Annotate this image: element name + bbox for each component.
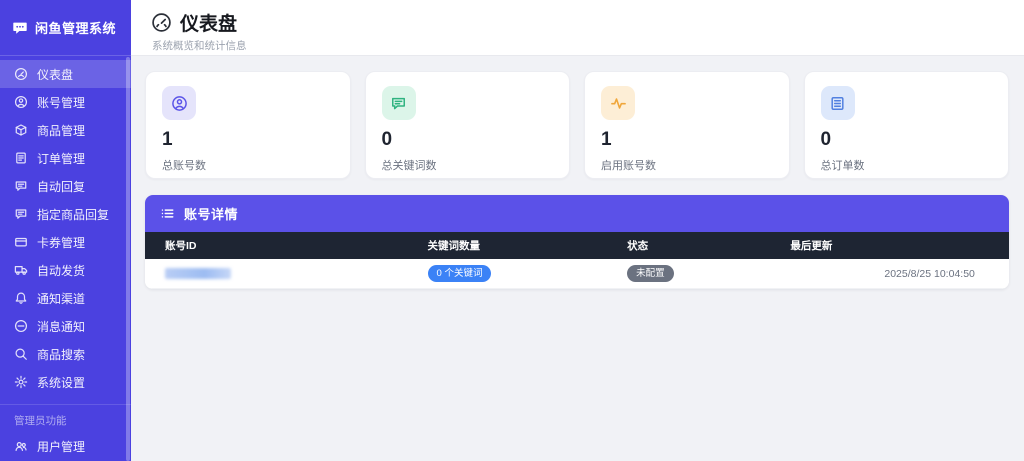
stat-cards: 1 总账号数 0 总关键词数 1 启用账号数 bbox=[145, 71, 1009, 179]
dashboard-gauge-icon bbox=[151, 12, 172, 33]
stat-value: 1 bbox=[601, 129, 612, 150]
sidebar-item-accounts[interactable]: 账号管理 bbox=[0, 88, 131, 116]
stat-card-total-keywords: 0 总关键词数 bbox=[364, 71, 570, 179]
activity-pulse-icon bbox=[601, 86, 635, 120]
user-circle-icon bbox=[162, 86, 196, 120]
card-icon bbox=[14, 235, 28, 249]
column-header-status: 状态 bbox=[627, 240, 649, 252]
page-title: 仪表盘 bbox=[180, 14, 238, 35]
sidebar-item-orders[interactable]: 订单管理 bbox=[0, 144, 131, 172]
list-icon bbox=[160, 206, 175, 221]
sidebar-item-cards[interactable]: 卡券管理 bbox=[0, 228, 131, 256]
sidebar-scrollbar[interactable] bbox=[126, 57, 130, 461]
column-header-keyword-count: 关键词数量 bbox=[427, 240, 481, 252]
last-updated-cell: 2025/8/25 10:04:50 bbox=[884, 267, 975, 280]
sidebar-item-auto-reply[interactable]: 自动回复 bbox=[0, 172, 131, 200]
sidebar-item-dashboard[interactable]: 仪表盘 bbox=[0, 60, 131, 88]
user-circle-icon bbox=[14, 95, 28, 109]
sidebar: 闲鱼管理系统 仪表盘 账号管理 商品管理 订单管理 自动回复 指定商品回复 bbox=[0, 0, 131, 461]
document-icon bbox=[14, 151, 28, 165]
stat-label: 总关键词数 bbox=[381, 160, 437, 172]
sidebar-item-products[interactable]: 商品管理 bbox=[0, 116, 131, 144]
keyword-count-badge: 0 个关键词 bbox=[427, 265, 492, 282]
stat-card-total-accounts: 1 总账号数 bbox=[145, 71, 351, 179]
table-row[interactable]: 0 个关键词 未配置 2025/8/25 10:04:50 bbox=[145, 259, 1009, 289]
chat-bubble-icon bbox=[14, 179, 28, 193]
sidebar-item-label: 订单管理 bbox=[37, 151, 86, 166]
sidebar-item-notify-channel[interactable]: 通知渠道 bbox=[0, 284, 131, 312]
sidebar-item-label: 系统设置 bbox=[37, 375, 86, 390]
keyword-count-cell: 0 个关键词 bbox=[427, 265, 628, 282]
sidebar-item-label: 商品搜索 bbox=[37, 347, 86, 362]
sidebar-item-label: 仪表盘 bbox=[37, 67, 74, 82]
stat-label: 总订单数 bbox=[820, 160, 865, 172]
bell-icon bbox=[14, 291, 28, 305]
app-title: 闲鱼管理系统 bbox=[35, 21, 117, 36]
panel-title: 账号详情 bbox=[184, 207, 239, 222]
stat-label: 总账号数 bbox=[162, 160, 206, 172]
sidebar-item-settings[interactable]: 系统设置 bbox=[0, 368, 131, 396]
sidebar-item-auto-ship[interactable]: 自动发货 bbox=[0, 256, 131, 284]
panel-header: 账号详情 bbox=[145, 195, 1009, 232]
chat-logo-icon bbox=[12, 20, 28, 36]
account-id-cell bbox=[145, 268, 428, 279]
sidebar-item-user-management[interactable]: 用户管理 bbox=[0, 432, 131, 460]
column-header-last-updated: 最后更新 bbox=[790, 240, 833, 252]
sidebar-item-label: 消息通知 bbox=[37, 319, 86, 334]
chat-bubble-icon bbox=[14, 207, 28, 221]
account-id-redacted bbox=[165, 268, 231, 279]
sidebar-item-label: 指定商品回复 bbox=[37, 207, 110, 222]
app-logo: 闲鱼管理系统 bbox=[0, 0, 131, 56]
sidebar-item-message-notify[interactable]: 消息通知 bbox=[0, 312, 131, 340]
sidebar-item-label: 商品管理 bbox=[37, 123, 86, 138]
stat-card-enabled-accounts: 1 启用账号数 bbox=[584, 71, 790, 179]
sidebar-section-admin: 管理员功能 bbox=[0, 404, 131, 432]
gauge-icon bbox=[14, 67, 28, 81]
page-header: 仪表盘 系统概览和统计信息 bbox=[131, 0, 1024, 56]
sidebar-item-label: 自动发货 bbox=[37, 263, 86, 278]
column-header-account-id: 账号ID bbox=[165, 240, 197, 252]
stat-value: 0 bbox=[820, 129, 832, 150]
sidebar-item-label: 通知渠道 bbox=[37, 291, 86, 306]
sidebar-nav: 仪表盘 账号管理 商品管理 订单管理 自动回复 指定商品回复 卡券管理 自动发 bbox=[0, 56, 131, 461]
gear-icon bbox=[14, 375, 28, 389]
search-icon bbox=[14, 347, 28, 361]
stat-value: 1 bbox=[162, 129, 173, 150]
message-circle-icon bbox=[14, 319, 28, 333]
sidebar-item-label: 用户管理 bbox=[37, 439, 86, 454]
content: 1 总账号数 0 总关键词数 1 启用账号数 bbox=[131, 56, 1024, 289]
status-badge: 未配置 bbox=[627, 265, 674, 282]
stat-card-total-orders: 0 总订单数 bbox=[803, 71, 1009, 179]
sidebar-item-product-search[interactable]: 商品搜索 bbox=[0, 340, 131, 368]
stat-value: 0 bbox=[381, 129, 393, 150]
truck-icon bbox=[14, 263, 28, 277]
status-cell: 未配置 bbox=[627, 265, 790, 282]
stat-label: 启用账号数 bbox=[601, 160, 656, 172]
table-header-row: 账号ID 关键词数量 状态 最后更新 bbox=[145, 232, 1009, 259]
sidebar-item-label: 自动回复 bbox=[37, 179, 86, 194]
page-subtitle: 系统概览和统计信息 bbox=[152, 40, 247, 52]
accounts-detail-panel: 账号详情 账号ID 关键词数量 状态 最后更新 0 个关键词 未配置 2025/… bbox=[145, 195, 1009, 289]
sidebar-item-label: 账号管理 bbox=[37, 95, 86, 110]
package-icon bbox=[14, 123, 28, 137]
sidebar-item-product-reply[interactable]: 指定商品回复 bbox=[0, 200, 131, 228]
order-list-icon bbox=[820, 86, 855, 120]
users-icon bbox=[14, 439, 28, 453]
sidebar-item-label: 卡券管理 bbox=[37, 235, 86, 250]
main-area: 仪表盘 系统概览和统计信息 1 总账号数 0 总关键词数 bbox=[131, 0, 1024, 461]
chat-bubble-icon bbox=[381, 86, 416, 120]
